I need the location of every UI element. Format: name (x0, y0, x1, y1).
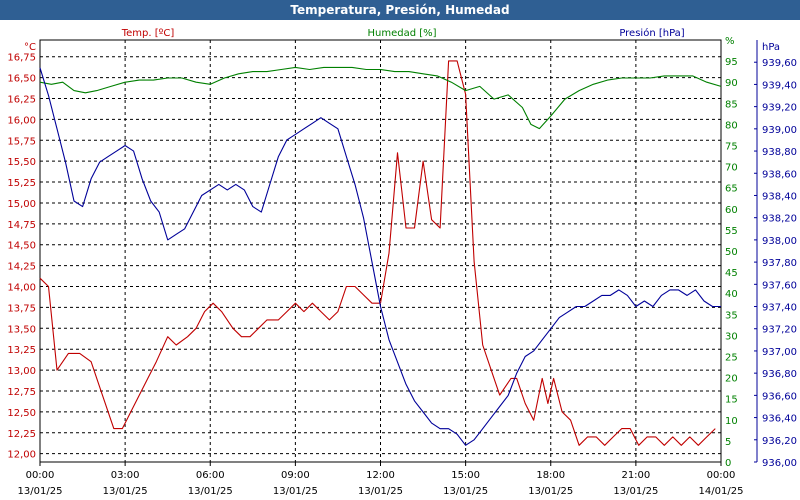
temp-tick-label: 16,25 (7, 94, 36, 105)
hum-tick-label: 60 (725, 205, 738, 216)
temperature-line (39, 60, 716, 446)
temp-tick-label: 14,00 (7, 283, 36, 294)
temp-tick-label: 15,75 (7, 136, 36, 147)
temp-tick-label: 15,25 (7, 178, 36, 189)
pressure-tick-label: 936,80 (762, 369, 797, 380)
temp-tick-label: 15,00 (7, 199, 36, 210)
temp-tick-label: 16,75 (7, 53, 36, 64)
hum-tick-label: 20 (725, 374, 738, 385)
humidity-line (39, 66, 722, 130)
x-tick-label-date: 13/01/25 (443, 486, 488, 497)
hum-tick-label: 15 (725, 395, 738, 406)
pressure-tick-label: 939,20 (762, 103, 797, 114)
hum-tick-label: 45 (725, 268, 738, 279)
hum-tick-label: % (725, 36, 735, 47)
x-tick-label-date: 13/01/25 (613, 486, 658, 497)
x-tick-label-date: 13/01/25 (103, 486, 148, 497)
x-tick-label-date: 14/01/25 (699, 486, 744, 497)
pressure-unit-label: hPa (762, 42, 780, 53)
pressure-tick-label: 937,00 (762, 347, 797, 358)
hum-tick-label: 70 (725, 163, 738, 174)
x-tick-label-time: 18:00 (536, 470, 565, 481)
pressure-tick-label: 938,80 (762, 147, 797, 158)
x-tick-label-time: 00:00 (707, 470, 736, 481)
hum-tick-label: 80 (725, 120, 738, 131)
hum-tick-label: 5 (725, 437, 731, 448)
temp-tick-label: 15,50 (7, 157, 36, 168)
pressure-tick-label: 939,40 (762, 80, 797, 91)
hum-tick-label: 90 (725, 78, 738, 89)
pressure-tick-label: 939,00 (762, 125, 797, 136)
temp-tick-label: 16,00 (7, 115, 36, 126)
x-tick-label-time: 15:00 (451, 470, 480, 481)
x-tick-label-date: 13/01/25 (273, 486, 318, 497)
pressure-tick-label: 937,20 (762, 325, 797, 336)
pressure-tick-label: 936,20 (762, 436, 797, 447)
hum-tick-label: 40 (725, 289, 738, 300)
pressure-tick-label: 936,60 (762, 391, 797, 402)
hum-tick-label: 65 (725, 184, 738, 195)
temp-tick-label: 14,75 (7, 220, 36, 231)
pressure-line (39, 67, 721, 446)
temp-tick-label: 14,25 (7, 262, 36, 273)
temp-series-label: Temp. [ºC] (121, 28, 175, 39)
temp-unit-label: °C (24, 42, 36, 53)
x-tick-label-time: 00:00 (26, 470, 55, 481)
x-tick-label-time: 12:00 (366, 470, 395, 481)
hum-tick-label: 0 (725, 458, 731, 469)
pressure-tick-label: 936,00 (762, 458, 797, 469)
pressure-tick-label: 938,00 (762, 236, 797, 247)
hum-tick-label: 50 (725, 247, 738, 258)
hum-series-label: Humedad [%] (367, 28, 436, 39)
pressure-tick-label: 937,60 (762, 280, 797, 291)
hum-tick-label: 85 (725, 99, 738, 110)
pressure-tick-label: 938,20 (762, 214, 797, 225)
x-tick-label-date: 13/01/25 (528, 486, 573, 497)
temp-tick-label: 12,00 (7, 450, 36, 461)
pressure-tick-label: 938,40 (762, 191, 797, 202)
pressure-tick-label: 937,80 (762, 258, 797, 269)
x-tick-label-time: 06:00 (196, 470, 225, 481)
x-tick-label-date: 13/01/25 (188, 486, 233, 497)
temp-tick-label: 13,50 (7, 324, 36, 335)
pressure-tick-label: 937,40 (762, 303, 797, 314)
hum-tick-label: 75 (725, 142, 738, 153)
window-title: Temperatura, Presión, Humedad (0, 0, 800, 20)
hum-tick-label: 95 (725, 57, 738, 68)
temp-tick-label: 16,50 (7, 74, 36, 85)
hum-tick-label: 55 (725, 226, 738, 237)
pressure-tick-label: 939,60 (762, 58, 797, 69)
hum-tick-label: 30 (725, 331, 738, 342)
pressure-tick-label: 938,60 (762, 169, 797, 180)
temp-tick-label: 13,75 (7, 303, 36, 314)
x-tick-label-time: 09:00 (281, 470, 310, 481)
x-tick-label-time: 03:00 (111, 470, 140, 481)
hum-tick-label: 35 (725, 310, 738, 321)
temp-tick-label: 14,50 (7, 241, 36, 252)
hum-tick-label: 25 (725, 353, 738, 364)
pressure-series-label: Presión [hPa] (619, 27, 684, 39)
pressure-tick-label: 936,40 (762, 414, 797, 425)
hum-tick-label: 10 (725, 416, 738, 427)
temp-tick-label: 12,25 (7, 429, 36, 440)
temp-tick-label: 12,75 (7, 387, 36, 398)
x-tick-label-date: 13/01/25 (358, 486, 403, 497)
chart-area: 00:00 13/01/25 03:00 13/01/25 06:00 13/01/25 0… (7, 27, 797, 497)
temp-tick-label: 13,00 (7, 366, 36, 377)
x-tick-label-date: 13/01/25 (18, 486, 63, 497)
temp-tick-label: 12,50 (7, 408, 36, 419)
x-tick-label-time: 21:00 (621, 470, 650, 481)
temp-tick-label: 13,25 (7, 345, 36, 356)
